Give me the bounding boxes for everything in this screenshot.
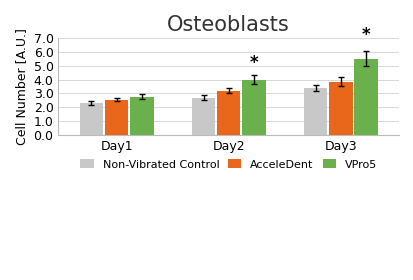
Bar	[104, 100, 128, 135]
Bar	[216, 91, 240, 135]
Bar	[191, 97, 215, 135]
Bar	[303, 88, 327, 135]
Text: *: *	[249, 54, 258, 72]
Title: Osteoblasts: Osteoblasts	[167, 15, 290, 35]
Legend: Non-Vibrated Control, AcceleDent, VPro5: Non-Vibrated Control, AcceleDent, VPro5	[76, 155, 381, 174]
Bar	[242, 80, 265, 135]
Bar	[80, 103, 103, 135]
Y-axis label: Cell Number [A.U.]: Cell Number [A.U.]	[15, 28, 28, 145]
Bar	[130, 97, 153, 135]
Text: *: *	[361, 26, 369, 44]
Bar	[328, 81, 351, 135]
Bar	[354, 59, 377, 135]
